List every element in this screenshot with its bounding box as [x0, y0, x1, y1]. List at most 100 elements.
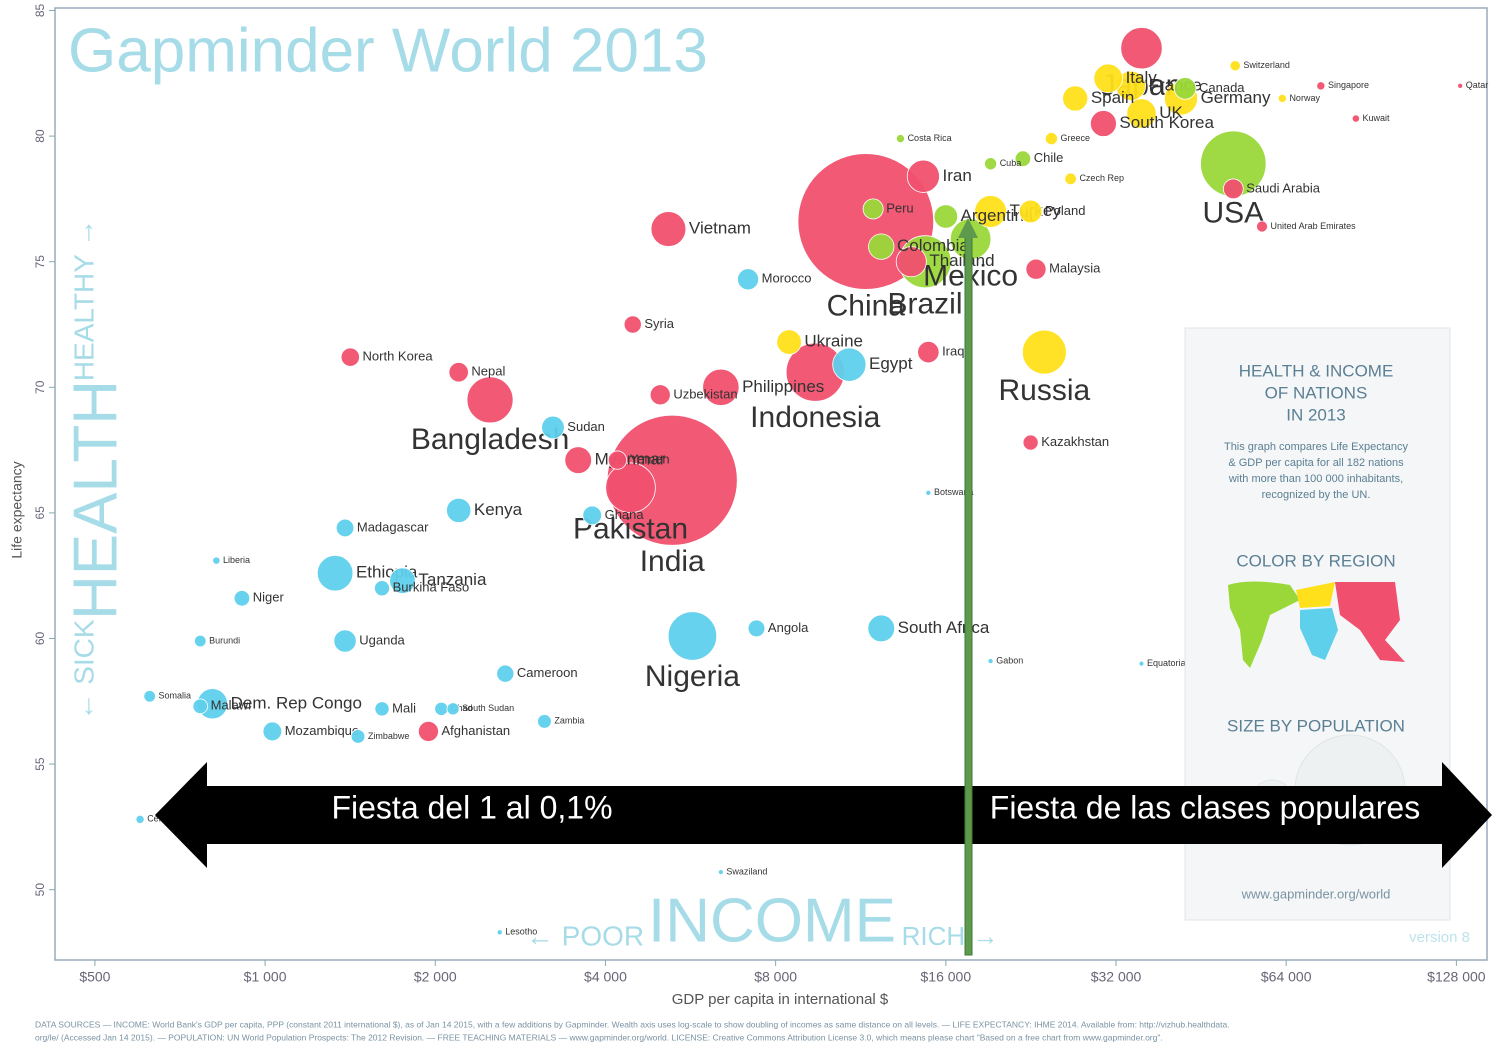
bubble [974, 195, 1007, 228]
bubble [1018, 199, 1043, 224]
map-africa [1300, 608, 1338, 660]
x-tick-label: $128 000 [1427, 969, 1486, 985]
country-label: Czech Rep [1079, 173, 1124, 183]
x-tick-label: $500 [79, 969, 110, 985]
country-label: Madagascar [357, 519, 429, 534]
country-label: Morocco [762, 271, 812, 286]
country-label: Switzerland [1243, 60, 1290, 70]
country-label: Colombia [897, 236, 969, 255]
x-tick-label: $16 000 [921, 969, 972, 985]
x-tick-label: $4 000 [584, 969, 627, 985]
country-label: Sudan [567, 419, 605, 434]
country-label: Thailand [929, 251, 994, 270]
info-text: with more than 100 000 inhabitants, [1228, 473, 1403, 485]
green-arrowhead [958, 218, 978, 238]
bubble [906, 159, 940, 193]
bubble [1351, 114, 1360, 123]
rich-word: RICH → [902, 921, 999, 951]
double-arrow [155, 762, 1492, 868]
info-title: OF NATIONS [1265, 383, 1368, 402]
country-label: Russia [999, 374, 1091, 407]
info-text: recognized by the UN. [1262, 489, 1371, 501]
country-label: Malawi [211, 698, 252, 713]
bubble [1256, 220, 1268, 233]
y-axis-label: Life expectancy [9, 461, 25, 558]
y-tick-label: 75 [33, 255, 47, 269]
x-tick-label: $2 000 [414, 969, 457, 985]
bubble [702, 368, 740, 406]
country-label: Dem. Rep Congo [231, 693, 362, 712]
x-tick-label: $8 000 [754, 969, 797, 985]
x-tick-label: $32 000 [1091, 969, 1142, 985]
country-label: South Sudan [462, 703, 514, 713]
overlay: Fiesta del 1 al 0,1% Fiesta de las clase… [155, 218, 1492, 956]
country-label: Poland [1045, 203, 1085, 218]
country-label: Iran [942, 166, 971, 185]
chart-title: Gapminder World 2013 [68, 16, 708, 85]
annotation-right: Fiesta de las clases populares [990, 789, 1420, 825]
footer: org/le/ (Accessed Jan 14 2015). — POPULA… [35, 1032, 1163, 1042]
country-label: Iraq [942, 344, 964, 359]
country-label: China [827, 289, 906, 322]
country-label: USA [1202, 196, 1264, 229]
bubble [650, 211, 687, 247]
country-label: Nigeria [645, 660, 740, 693]
bubble [333, 629, 357, 653]
bubble [192, 698, 209, 715]
country-label: Burkina Faso [393, 580, 470, 595]
green-line [964, 231, 973, 956]
bubble [1316, 81, 1326, 91]
country-label: Liberia [223, 555, 250, 565]
bubble [194, 634, 207, 648]
country-label: Norway [1289, 93, 1320, 103]
country-label: Yemen [630, 452, 670, 467]
bubble [1064, 172, 1077, 186]
bubble [605, 462, 656, 513]
bubbles: ChinaIndiaUSAIndonesiaBrazilPakistanNige… [135, 27, 1488, 937]
country-label: Vietnam [689, 219, 751, 238]
country-label: Ukraine [804, 332, 863, 351]
country-label: Ghana [605, 507, 645, 522]
country-label: Burundi [209, 635, 240, 645]
version: version 8 [1409, 929, 1470, 946]
country-label: India [640, 545, 705, 578]
bubble [895, 246, 927, 278]
y-tick-label: 70 [33, 380, 47, 394]
country-label: Swaziland [726, 866, 767, 876]
bubble [446, 702, 460, 716]
bubble [1025, 258, 1047, 280]
bubble [262, 721, 283, 742]
info-text: This graph compares Life Expectancy [1224, 441, 1409, 453]
bubble [1090, 110, 1117, 137]
country-label: South Africa [898, 618, 990, 637]
country-label: Cameroon [517, 665, 578, 680]
health-word: HEALTH [61, 380, 130, 620]
bubble [233, 590, 251, 607]
country-label: UK [1159, 103, 1183, 122]
bubble [1120, 27, 1163, 70]
country-label: Mali [392, 700, 416, 715]
footer: DATA SOURCES — INCOME: World Bank's GDP … [35, 1019, 1230, 1029]
y-tick-label: 85 [33, 4, 47, 18]
size-heading: SIZE BY POPULATION [1227, 716, 1405, 735]
bubble [448, 362, 469, 383]
country-label: Uzbekistan [673, 386, 737, 401]
bubble [466, 376, 514, 424]
country-label: Egypt [869, 354, 913, 373]
country-label: Angola [768, 620, 809, 635]
country-label: Somalia [159, 691, 192, 701]
info-title: HEALTH & INCOME [1239, 361, 1394, 380]
bubble [1126, 98, 1157, 129]
country-label: Tanzania [418, 570, 487, 589]
bubble [862, 198, 884, 220]
bubble [895, 134, 905, 144]
bubble [1138, 660, 1145, 667]
y-tick-label: 50 [33, 883, 47, 897]
country-label: Cuba [1000, 158, 1022, 168]
poor-word: ← POOR [526, 920, 644, 951]
bubble [607, 450, 628, 470]
sick-word: ← SICK [68, 619, 99, 720]
country-label: Spain [1091, 88, 1134, 107]
bubble [374, 580, 391, 597]
country-label: Chad [451, 703, 473, 713]
